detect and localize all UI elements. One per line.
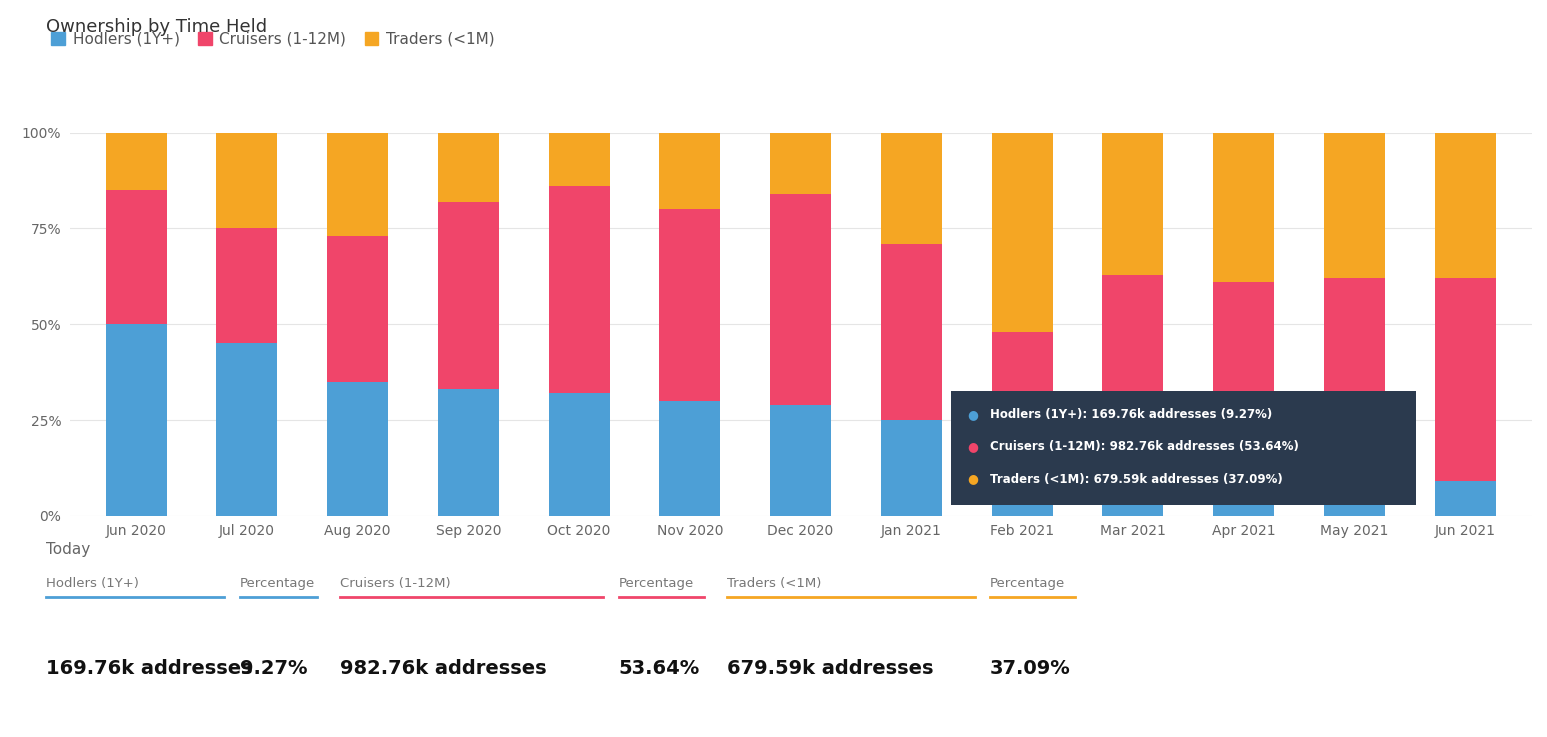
Text: Percentage: Percentage xyxy=(240,576,316,590)
Text: Cruisers (1-12M): Cruisers (1-12M) xyxy=(340,576,452,590)
Legend: Hodlers (1Y+), Cruisers (1-12M), Traders (<1M): Hodlers (1Y+), Cruisers (1-12M), Traders… xyxy=(45,25,501,52)
Bar xyxy=(549,186,610,394)
Text: 9.27%: 9.27% xyxy=(240,659,308,678)
Bar xyxy=(1213,282,1275,443)
Text: 53.64%: 53.64% xyxy=(619,659,701,678)
Bar xyxy=(880,244,942,420)
Bar xyxy=(1324,447,1385,516)
Text: 169.76k addresses: 169.76k addresses xyxy=(46,659,254,678)
Bar xyxy=(217,343,277,516)
Text: ●: ● xyxy=(967,440,978,453)
Bar xyxy=(1213,443,1275,516)
Bar xyxy=(217,228,277,343)
Text: Percentage: Percentage xyxy=(990,576,1066,590)
Bar xyxy=(659,401,721,516)
Bar xyxy=(1434,279,1496,481)
Bar xyxy=(770,405,831,516)
Text: Hodlers (1Y+): 169.76k addresses (9.27%): Hodlers (1Y+): 169.76k addresses (9.27%) xyxy=(990,408,1272,421)
Text: ●: ● xyxy=(967,408,978,421)
Bar xyxy=(659,133,721,209)
Text: 982.76k addresses: 982.76k addresses xyxy=(340,659,548,678)
Bar xyxy=(326,382,388,516)
Bar xyxy=(1103,481,1163,516)
Text: 37.09%: 37.09% xyxy=(990,659,1071,678)
Bar xyxy=(880,133,942,244)
Bar xyxy=(1434,133,1496,279)
Bar xyxy=(326,133,388,236)
Bar xyxy=(549,133,610,186)
Bar xyxy=(992,133,1052,332)
Text: 679.59k addresses: 679.59k addresses xyxy=(727,659,933,678)
Bar xyxy=(770,133,831,194)
Text: Traders (<1M): Traders (<1M) xyxy=(727,576,821,590)
Text: Today: Today xyxy=(46,542,91,556)
Bar xyxy=(438,133,498,202)
Bar xyxy=(105,133,167,190)
Bar xyxy=(549,394,610,516)
Bar xyxy=(992,470,1052,516)
Bar xyxy=(217,133,277,228)
Bar xyxy=(992,332,1052,470)
Bar xyxy=(659,209,721,401)
Text: Traders (<1M): 679.59k addresses (37.09%): Traders (<1M): 679.59k addresses (37.09%… xyxy=(990,472,1282,486)
Bar xyxy=(105,324,167,516)
Bar xyxy=(1324,279,1385,447)
Bar xyxy=(1213,133,1275,282)
Bar xyxy=(880,420,942,516)
Bar xyxy=(1434,481,1496,516)
Bar xyxy=(1324,133,1385,279)
Text: ●: ● xyxy=(967,472,978,486)
Bar xyxy=(105,190,167,324)
Bar xyxy=(438,202,498,389)
Bar xyxy=(438,389,498,516)
Bar xyxy=(1103,275,1163,481)
Bar xyxy=(1103,133,1163,275)
Text: Hodlers (1Y+): Hodlers (1Y+) xyxy=(46,576,139,590)
Text: Cruisers (1-12M): 982.76k addresses (53.64%): Cruisers (1-12M): 982.76k addresses (53.… xyxy=(990,440,1299,453)
Bar xyxy=(770,194,831,405)
Text: Ownership by Time Held: Ownership by Time Held xyxy=(46,18,268,36)
Text: Percentage: Percentage xyxy=(619,576,695,590)
Bar xyxy=(326,236,388,382)
